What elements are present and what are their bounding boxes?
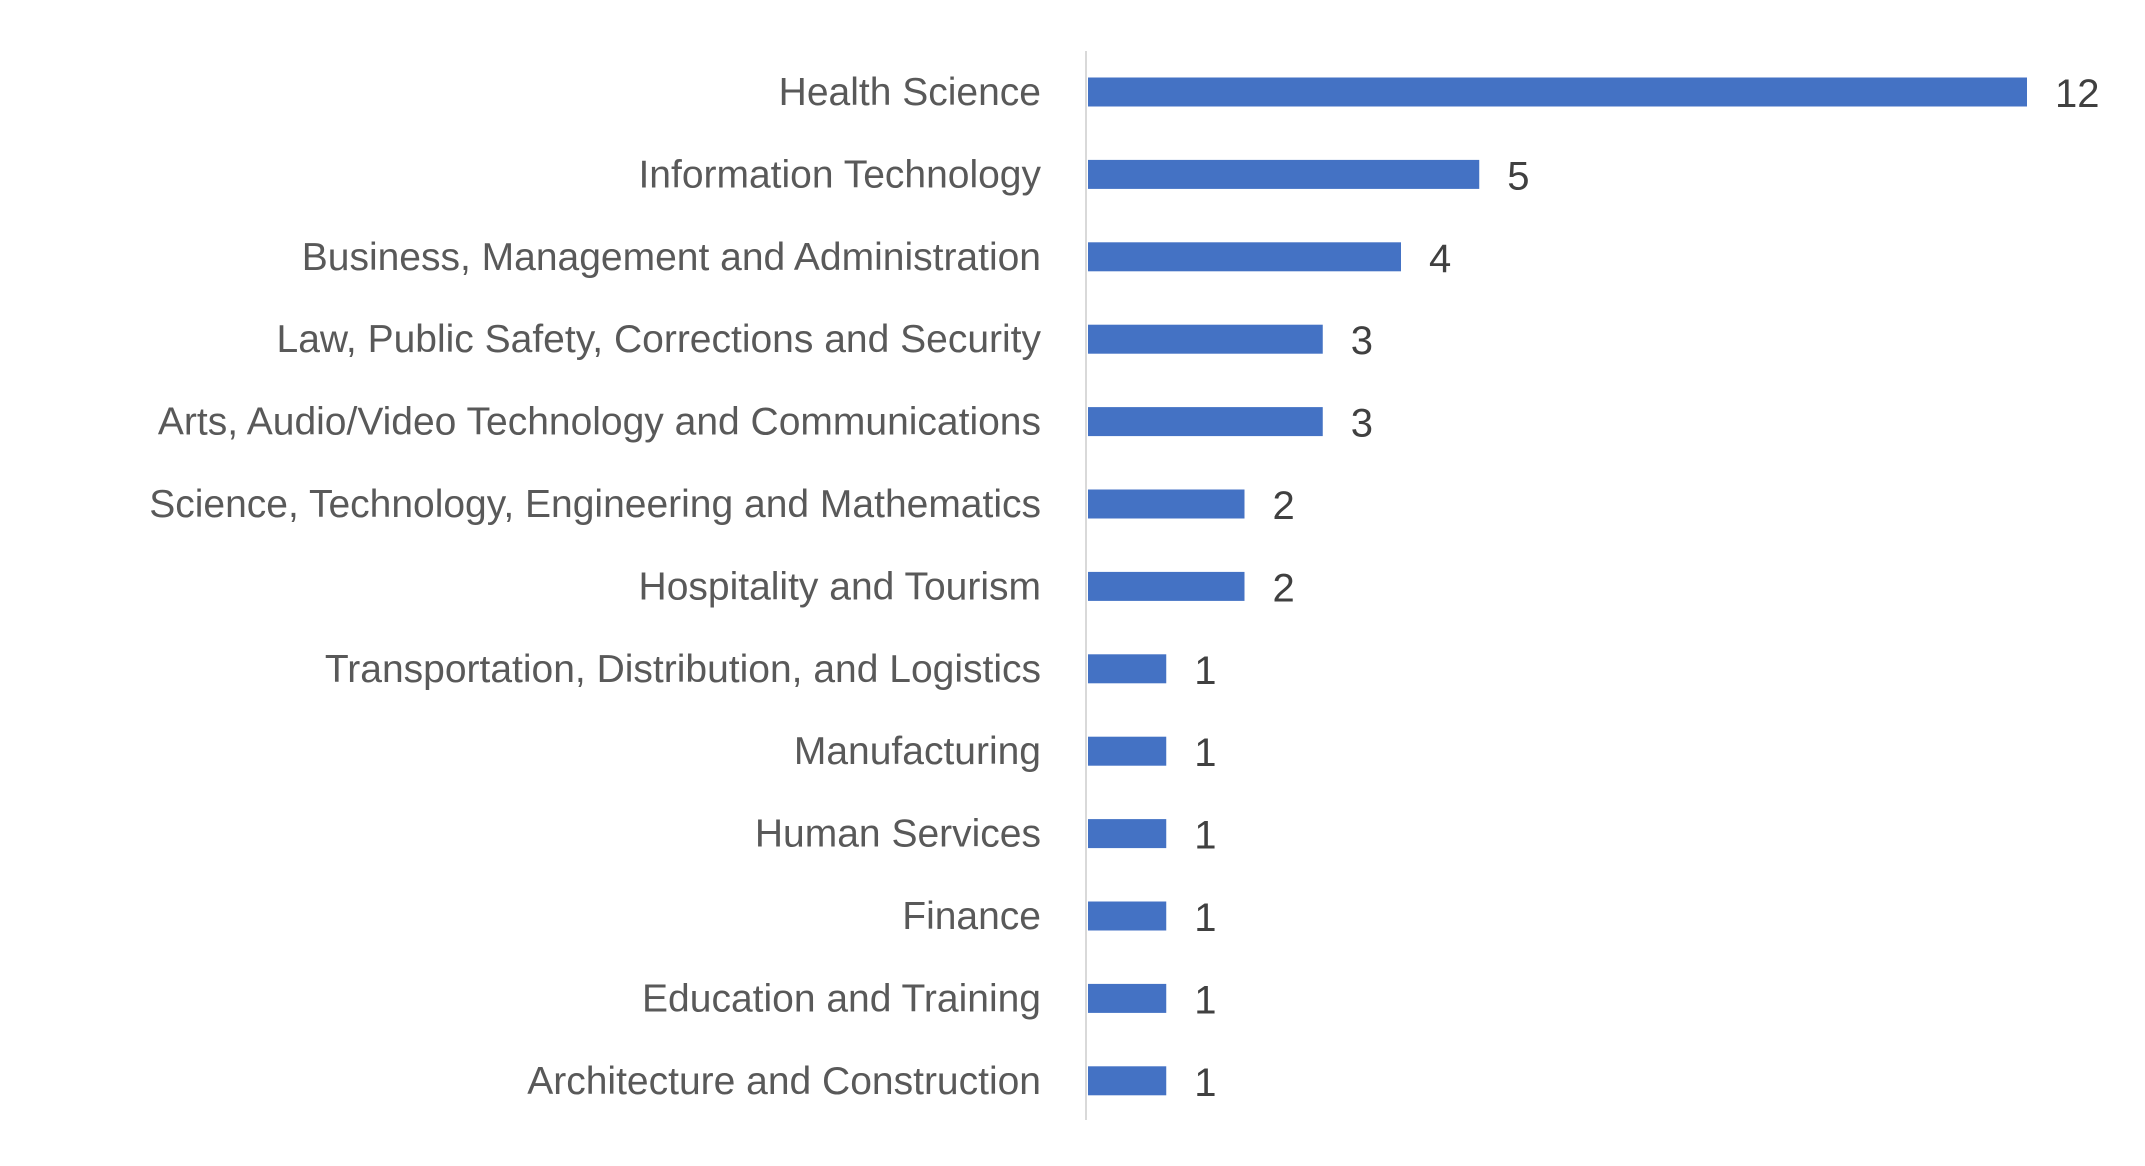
bar xyxy=(1088,489,1245,519)
category-label: Health Science xyxy=(779,71,1041,114)
bar xyxy=(1088,77,2027,107)
category-label: Hospitality and Tourism xyxy=(639,565,1041,608)
data-label: 4 xyxy=(1429,237,1451,281)
bar xyxy=(1088,819,1167,849)
data-label: 1 xyxy=(1194,649,1216,693)
data-label: 1 xyxy=(1194,896,1216,940)
bar xyxy=(1088,983,1167,1013)
bar xyxy=(1088,242,1401,272)
category-label: Transportation, Distribution, and Logist… xyxy=(325,648,1041,691)
bar xyxy=(1088,736,1167,766)
category-label: Law, Public Safety, Corrections and Secu… xyxy=(277,318,1042,361)
data-label: 1 xyxy=(1194,731,1216,775)
data-label: 2 xyxy=(1273,566,1295,610)
bar xyxy=(1088,654,1167,684)
category-label: Business, Management and Administration xyxy=(302,236,1041,279)
bar xyxy=(1088,1066,1167,1096)
data-label: 1 xyxy=(1194,814,1216,858)
category-label: Human Services xyxy=(755,813,1041,856)
category-label: Science, Technology, Engineering and Mat… xyxy=(149,483,1041,526)
category-label: Manufacturing xyxy=(794,730,1041,773)
category-label: Finance xyxy=(902,895,1041,938)
data-label: 2 xyxy=(1273,484,1295,528)
category-label: Education and Training xyxy=(642,977,1041,1020)
category-label: Arts, Audio/Video Technology and Communi… xyxy=(158,401,1041,444)
data-label: 12 xyxy=(2055,72,2100,116)
bar xyxy=(1088,407,1323,437)
data-label: 5 xyxy=(1507,154,1529,198)
data-label: 1 xyxy=(1194,978,1216,1022)
bar xyxy=(1088,324,1323,354)
category-label: Architecture and Construction xyxy=(527,1060,1041,1103)
category-label: Information Technology xyxy=(638,153,1041,196)
data-label: 3 xyxy=(1351,319,1373,363)
data-label: 3 xyxy=(1351,402,1373,446)
bar xyxy=(1088,571,1245,601)
bar xyxy=(1088,901,1167,931)
bar xyxy=(1088,159,1480,189)
data-label: 1 xyxy=(1194,1061,1216,1105)
